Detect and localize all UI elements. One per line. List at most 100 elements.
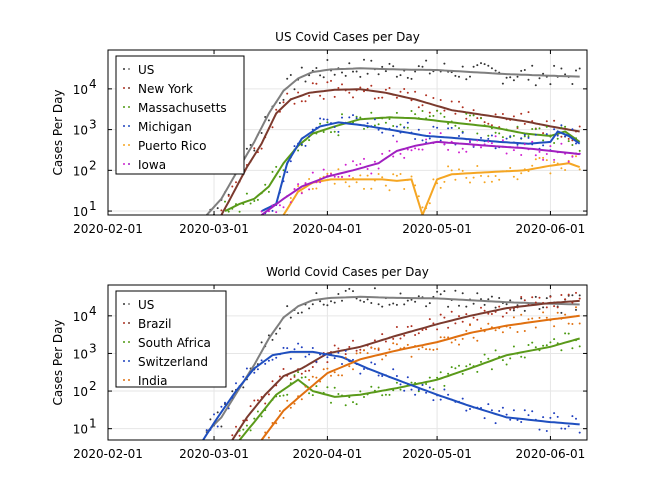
data-point — [253, 399, 256, 402]
data-point — [534, 154, 537, 157]
data-point — [348, 346, 351, 348]
legend-marker — [123, 68, 125, 70]
data-point — [490, 142, 493, 145]
data-point — [337, 134, 340, 137]
data-point — [275, 356, 278, 359]
data-point — [403, 303, 406, 306]
series-line — [231, 299, 580, 440]
data-point — [512, 345, 515, 348]
data-point — [253, 147, 256, 150]
y-tick-label: 10 — [73, 385, 88, 399]
data-point — [501, 315, 504, 318]
data-point — [242, 386, 245, 389]
data-point — [465, 112, 468, 115]
data-point — [542, 344, 545, 347]
data-point — [322, 168, 325, 171]
data-point — [567, 322, 570, 325]
data-point — [531, 128, 534, 130]
data-point — [304, 370, 307, 373]
data-point — [553, 128, 556, 131]
data-point — [461, 131, 464, 134]
data-point — [509, 135, 512, 138]
data-point — [297, 91, 300, 94]
data-point — [461, 337, 464, 340]
legend-label: South Africa — [138, 336, 211, 350]
data-point — [487, 298, 490, 301]
data-point — [553, 142, 556, 144]
data-point — [359, 348, 362, 351]
data-point — [322, 368, 325, 371]
data-point — [315, 187, 318, 190]
data-point — [439, 132, 442, 135]
legend-marker — [123, 125, 125, 127]
data-point — [384, 354, 387, 357]
data-point — [428, 386, 431, 389]
data-point — [553, 119, 556, 122]
data-point — [311, 187, 314, 190]
data-point — [425, 348, 428, 351]
data-point — [359, 351, 362, 354]
data-point — [578, 297, 581, 300]
y-tick-label: 10 — [73, 423, 88, 437]
x-tick-label: 2020-05-01 — [402, 447, 472, 461]
data-point — [300, 346, 303, 349]
data-point — [494, 69, 497, 72]
data-point — [289, 201, 292, 204]
data-point — [425, 328, 428, 331]
data-point — [512, 409, 515, 412]
legend-item: Iowa — [123, 158, 166, 172]
data-point — [501, 136, 504, 139]
data-point — [388, 118, 391, 120]
data-point — [216, 207, 219, 210]
legend-label: New York — [138, 82, 193, 96]
data-point — [403, 389, 406, 392]
data-point — [304, 80, 307, 83]
data-point — [395, 174, 398, 177]
data-point — [523, 143, 526, 146]
data-point — [531, 296, 534, 299]
data-point — [527, 344, 530, 346]
data-point — [520, 69, 523, 72]
data-point — [421, 206, 424, 209]
data-point — [406, 91, 409, 94]
data-point — [498, 132, 501, 135]
data-point — [447, 305, 450, 308]
data-point — [523, 69, 526, 71]
data-point — [261, 216, 263, 218]
data-point — [395, 140, 398, 143]
data-point — [253, 200, 256, 202]
data-point — [498, 178, 501, 181]
data-point — [311, 171, 314, 174]
legend-item: New York — [123, 82, 193, 96]
data-point — [549, 341, 552, 344]
data-point — [509, 299, 512, 302]
data-point — [567, 160, 570, 163]
data-point — [487, 137, 490, 140]
data-point — [352, 401, 354, 404]
data-point — [483, 181, 486, 184]
data-point — [417, 148, 420, 151]
data-point — [578, 149, 581, 152]
data-point — [516, 143, 519, 146]
data-point — [231, 390, 234, 393]
data-point — [428, 111, 431, 114]
data-point — [531, 164, 534, 167]
data-point — [421, 383, 424, 386]
data-point — [406, 376, 409, 379]
data-point — [300, 66, 303, 69]
data-point — [202, 444, 204, 446]
data-point — [249, 202, 252, 205]
data-point — [553, 305, 556, 308]
data-point — [450, 100, 453, 103]
data-point — [282, 394, 285, 397]
data-point — [341, 176, 343, 178]
data-point — [545, 430, 548, 432]
series-line — [261, 121, 581, 212]
chart-title: US Covid Cases per Day — [275, 30, 420, 44]
data-point — [461, 65, 464, 68]
data-point — [220, 425, 223, 428]
data-point — [428, 132, 431, 135]
data-point — [308, 94, 311, 97]
data-point — [381, 96, 384, 99]
data-point — [363, 58, 365, 61]
